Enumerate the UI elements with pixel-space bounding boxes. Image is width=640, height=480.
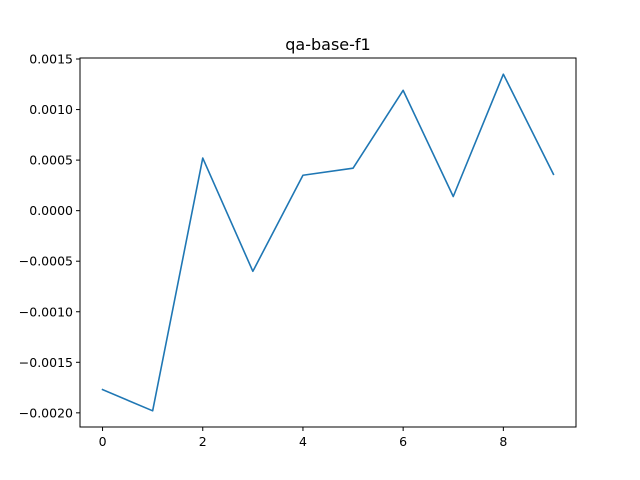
- x-tick-label: 8: [499, 434, 507, 449]
- y-tick-label: −0.0015: [19, 355, 73, 370]
- plot-frame: [79, 57, 577, 428]
- chart-title: qa-base-f1: [285, 35, 370, 54]
- x-tick-label: 4: [299, 434, 307, 449]
- y-tick-label: −0.0005: [19, 254, 73, 269]
- series-group: [101, 73, 555, 412]
- y-tick-label: 0.0015: [29, 52, 73, 67]
- y-tick-label: −0.0010: [19, 304, 73, 319]
- x-tick-label: 6: [399, 434, 407, 449]
- x-tick-label: 2: [199, 434, 207, 449]
- y-tick-label: 0.0005: [29, 153, 73, 168]
- axes: 0 2 4 6 8 −0.0020 −0.0015 −0.0010 −0.0005 0.0000 0…: [19, 52, 508, 449]
- y-tick-label: −0.0020: [19, 405, 73, 420]
- series-line: [101, 73, 555, 412]
- x-tick-label: 0: [99, 434, 107, 449]
- y-tick-label: 0.0010: [29, 102, 73, 117]
- y-tick-label: 0.0000: [29, 203, 73, 218]
